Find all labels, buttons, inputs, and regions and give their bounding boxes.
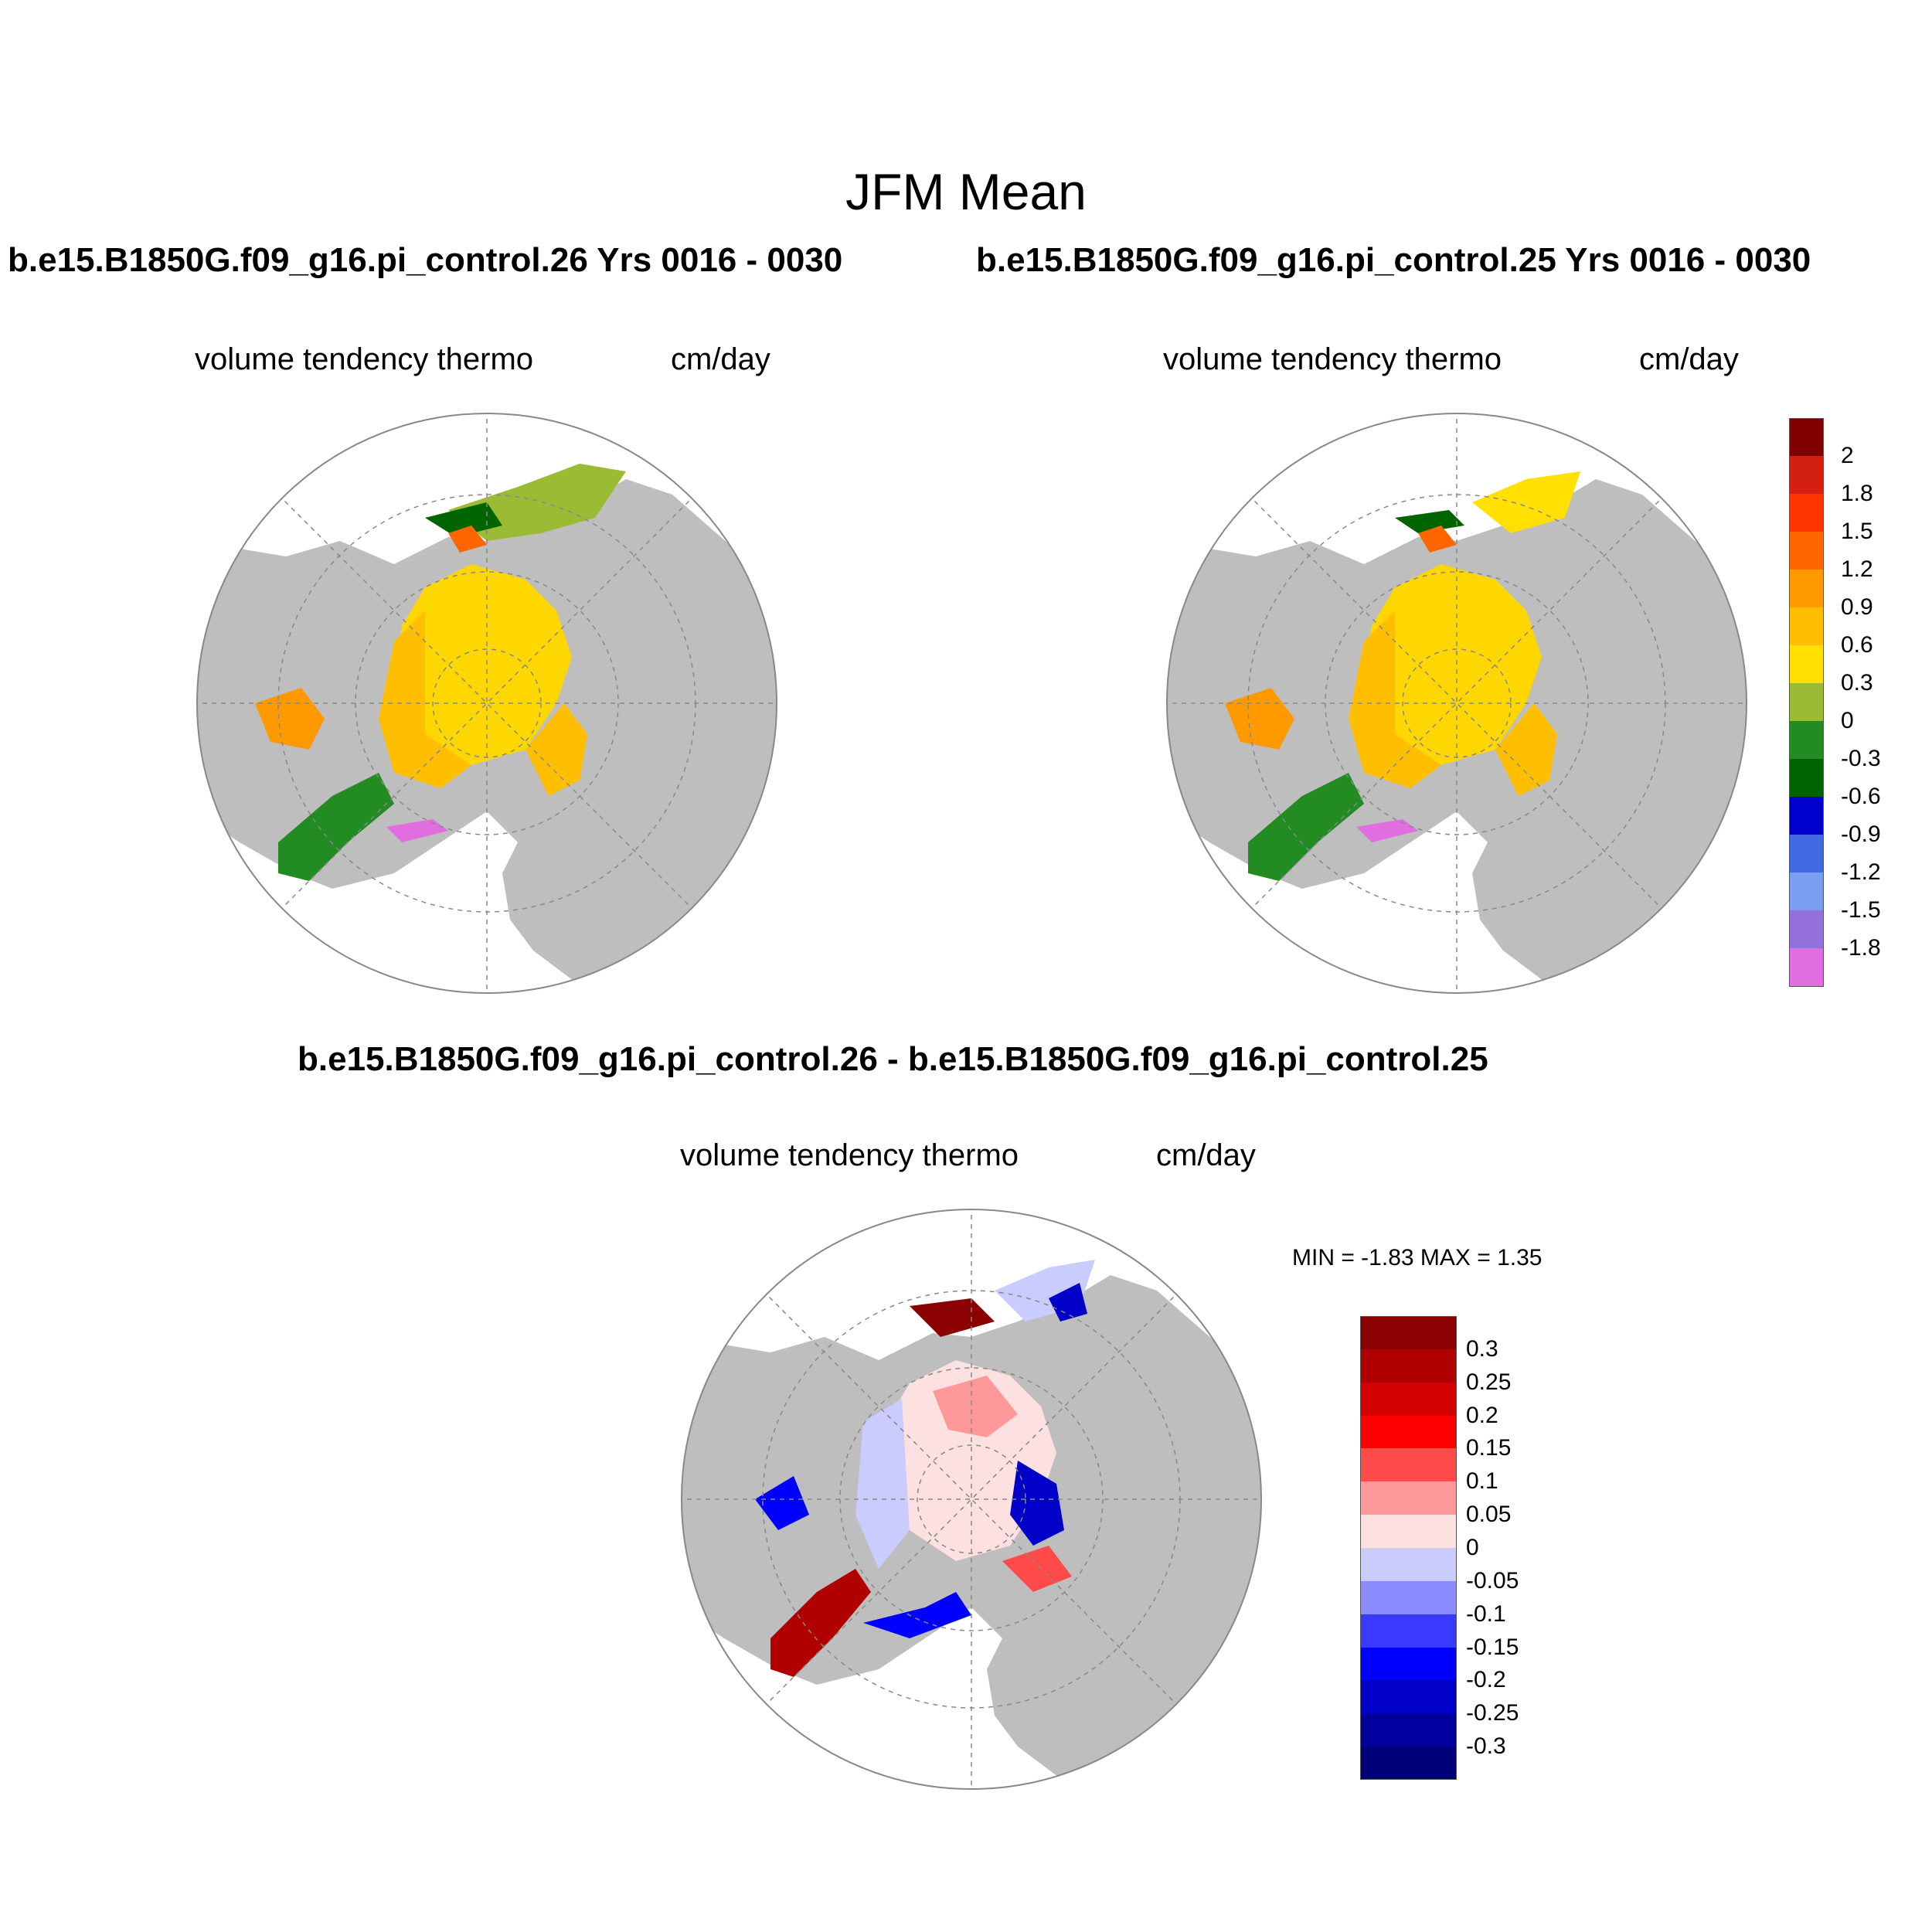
colorbar-swatch (1789, 835, 1824, 873)
left-variable-label: volume tendency thermo (195, 342, 534, 376)
sea-region (1495, 703, 1557, 796)
sea-region (1010, 1461, 1064, 1546)
diff-colorbar: 0.3 0.25 0.2 0.15 0.1 0.05 0 -0.05 -0.1 -0.15 -0.2… (1360, 1316, 1519, 1781)
left-units-label: cm/day (671, 342, 770, 376)
sea-region (394, 564, 572, 765)
colorbar-tick-label: 0.9 (1841, 594, 1873, 620)
colorbar-swatch (1789, 607, 1824, 646)
colorbar-swatch (1789, 948, 1824, 987)
sea-region (755, 1476, 809, 1530)
colorbar-swatch (1789, 494, 1824, 532)
right-units-label: cm/day (1639, 342, 1739, 376)
sea-region (1395, 510, 1464, 533)
sea-region (379, 611, 471, 788)
colorbar-tick-label: -0.3 (1841, 746, 1881, 771)
mean-colorbar: 2 1.8 1.5 1.2 0.9 0.6 0.3 0 -0.3 -0.6 -0.9 -1.2 -1.5… (1789, 418, 1881, 987)
sea-region (448, 526, 487, 553)
diff-units-label: cm/day (1156, 1138, 1256, 1172)
colorbar-tick-label: 0.3 (1466, 1335, 1498, 1362)
diff-polar-map (681, 1209, 1262, 1790)
colorbar-swatch (1360, 1448, 1457, 1482)
colorbar-tick-label: -0.1 (1466, 1600, 1506, 1627)
colorbar-swatch (1360, 1580, 1457, 1615)
colorbar-tick-label: 0.3 (1841, 670, 1873, 696)
sea-region (855, 1399, 910, 1569)
colorbar-tick-label: -1.2 (1841, 859, 1881, 885)
colorbar-swatch (1789, 759, 1824, 798)
colorbar-tick-label: 0.2 (1466, 1402, 1498, 1428)
colorbar-swatch (1360, 1316, 1457, 1350)
sea-region (863, 1592, 971, 1638)
colorbar-tick-label: -0.3 (1466, 1733, 1506, 1760)
colorbar-swatch (1789, 872, 1824, 911)
min-max-label: MIN = -1.83 MAX = 1.35 (1292, 1245, 1543, 1270)
diff-case-title: b.e15.B1850G.f09_g16.pi_control.26 - b.e… (298, 1040, 1488, 1078)
sea-region (770, 1569, 871, 1677)
colorbar-tick-label: -0.25 (1466, 1700, 1519, 1726)
colorbar-swatch (1360, 1415, 1457, 1449)
sea-region (910, 1298, 995, 1337)
colorbar-tick-label: -1.8 (1841, 935, 1881, 961)
sea-region (1049, 1283, 1087, 1321)
colorbar-swatch (1789, 532, 1824, 570)
colorbar-tick-label: 0.25 (1466, 1369, 1512, 1395)
colorbar-tick-label: 1.5 (1841, 519, 1873, 544)
colorbar-swatch (1789, 418, 1824, 457)
colorbar-tick-label: 0.05 (1466, 1502, 1512, 1528)
sea-region (278, 773, 394, 881)
colorbar-tick-label: -0.9 (1841, 821, 1881, 847)
colorbar-tick-label: 0 (1841, 708, 1854, 733)
colorbar-swatch (1360, 1713, 1457, 1747)
colorbar-tick-label: -0.15 (1466, 1634, 1519, 1660)
colorbar-tick-label: -1.5 (1841, 897, 1881, 923)
colorbar-tick-label: -0.2 (1466, 1667, 1506, 1693)
colorbar-tick-label: 0.6 (1841, 632, 1873, 658)
right-variable-label: volume tendency thermo (1163, 342, 1502, 376)
sea-region (1356, 819, 1418, 842)
colorbar-tick-label: 2 (1841, 443, 1854, 468)
left-polar-map (196, 413, 777, 994)
colorbar-swatch (1360, 1614, 1457, 1648)
colorbar-tick-label: 1.2 (1841, 556, 1873, 582)
colorbar-swatch (1789, 570, 1824, 608)
colorbar-swatch (1360, 1515, 1457, 1549)
right-case-title: b.e15.B1850G.f09_g16.pi_control.25 Yrs 0… (976, 241, 1811, 279)
sea-region (425, 502, 502, 537)
sea-region (1349, 611, 1441, 788)
sea-region (1002, 1546, 1072, 1592)
sea-region (1248, 773, 1364, 881)
colorbar-tick-label: -0.6 (1841, 784, 1881, 809)
left-case-title: b.e15.B1850G.f09_g16.pi_control.26 Yrs 0… (8, 241, 843, 279)
right-polar-map (1166, 413, 1747, 994)
colorbar-swatch (1360, 1680, 1457, 1714)
colorbar-swatch (1789, 645, 1824, 684)
colorbar-swatch (1360, 1548, 1457, 1582)
colorbar-swatch (1789, 683, 1824, 722)
colorbar-tick-label: 0.1 (1466, 1468, 1498, 1495)
colorbar-tick-label: -0.05 (1466, 1567, 1519, 1594)
sea-region (1418, 526, 1457, 553)
sea-region (1364, 564, 1542, 765)
sea-region (933, 1376, 1018, 1437)
sea-region (386, 819, 448, 842)
colorbar-tick-label: 1.8 (1841, 481, 1873, 506)
colorbar-swatch (1789, 797, 1824, 835)
colorbar-swatch (1360, 1481, 1457, 1515)
colorbar-swatch (1789, 910, 1824, 949)
colorbar-swatch (1360, 1382, 1457, 1417)
colorbar-swatch (1360, 1747, 1457, 1781)
figure-title: JFM Mean (845, 163, 1087, 220)
diff-variable-label: volume tendency thermo (680, 1138, 1019, 1172)
colorbar-tick-label: 0 (1466, 1535, 1479, 1560)
colorbar-tick-label: 0.15 (1466, 1435, 1512, 1461)
colorbar-swatch (1789, 721, 1824, 760)
sea-region (526, 703, 587, 796)
colorbar-swatch (1789, 456, 1824, 495)
colorbar-swatch (1360, 1349, 1457, 1383)
sea-region (1472, 471, 1580, 533)
colorbar-swatch (1360, 1647, 1457, 1681)
